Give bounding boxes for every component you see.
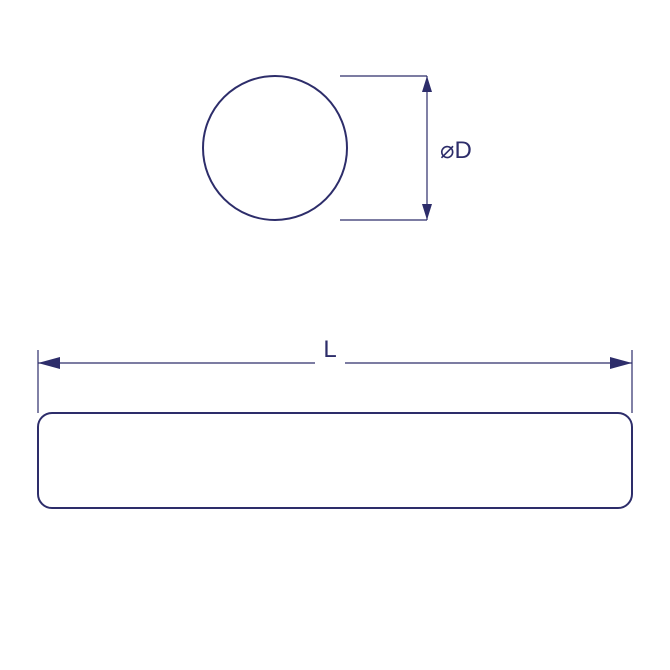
canvas-bg xyxy=(0,0,670,670)
diameter-label: ⌀D xyxy=(440,137,472,164)
circle-top-view xyxy=(203,76,347,220)
length-label: L xyxy=(323,336,336,363)
bar-side-view xyxy=(38,413,632,508)
